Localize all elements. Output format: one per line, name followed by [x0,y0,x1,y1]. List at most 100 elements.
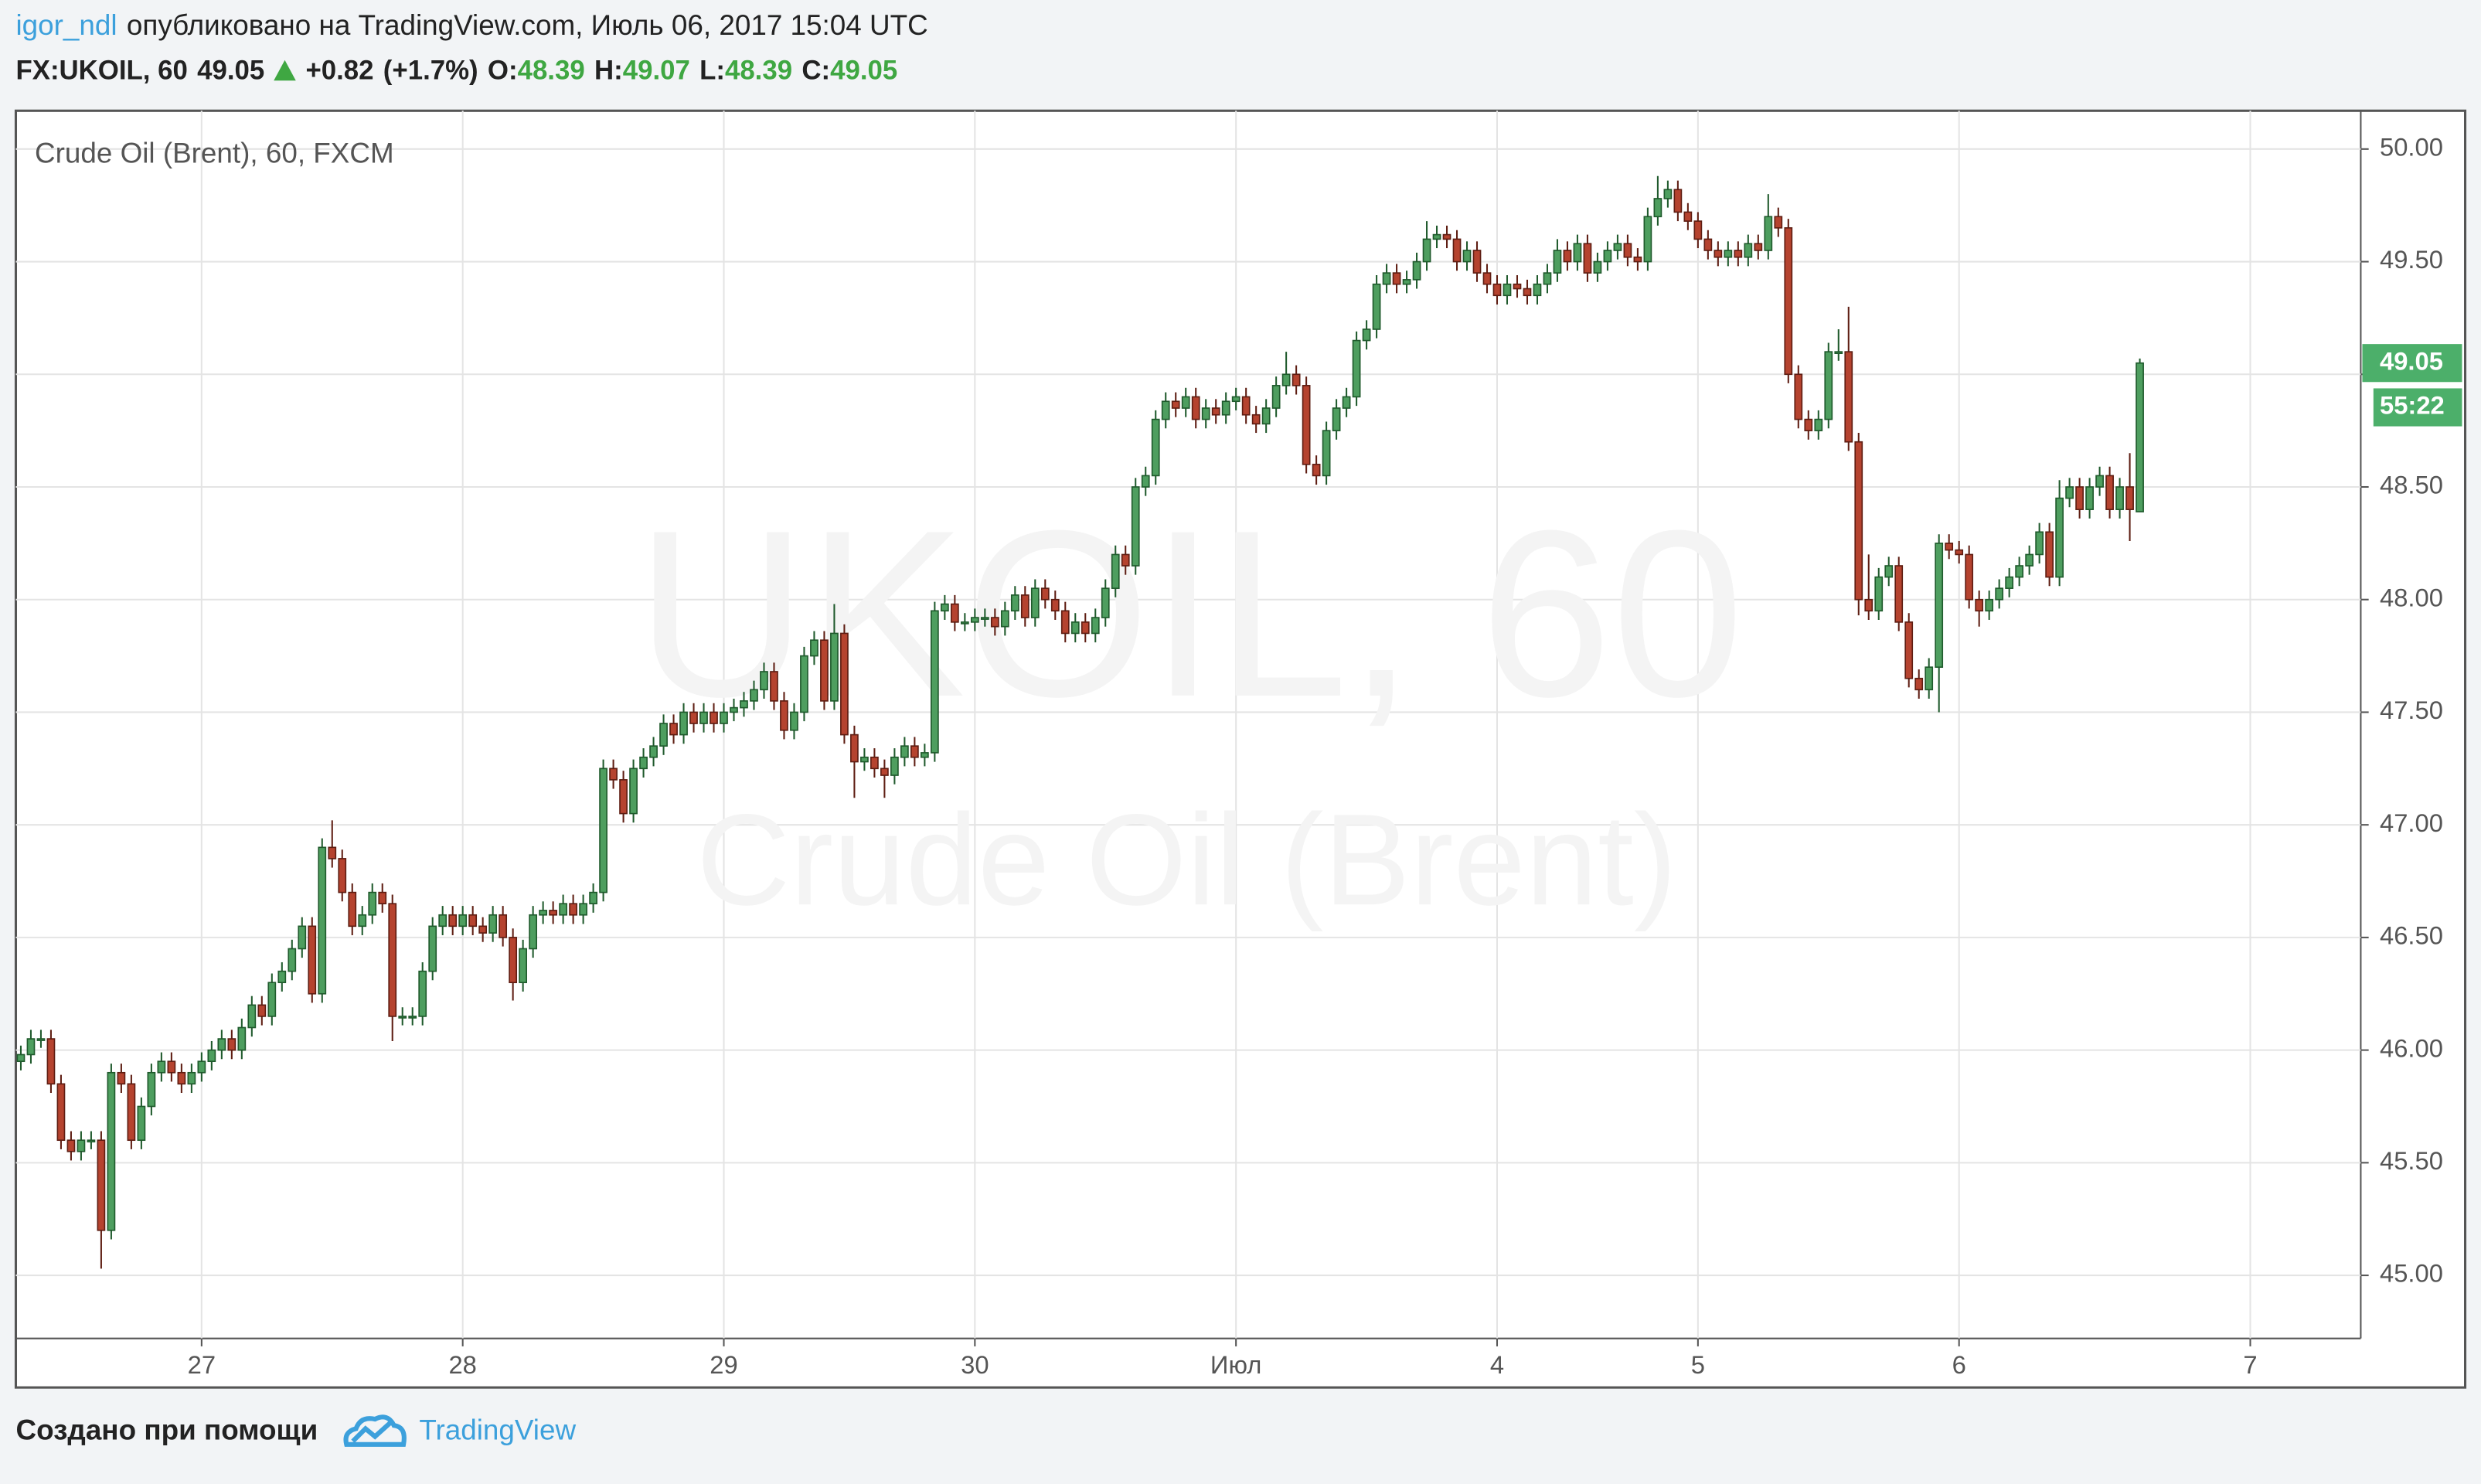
chart-title: Crude Oil (Brent), 60, FXCM [35,137,394,168]
candle-body [26,1038,36,1056]
candle-body [1764,216,1773,251]
candle-body [1663,189,1673,199]
candle-body [458,914,468,928]
candle-body [689,711,698,724]
candle-body [408,1016,417,1019]
candle-body [247,1004,257,1029]
candle-body [1352,339,1361,398]
candle-body [609,768,618,781]
candle-body [1181,396,1190,409]
candle-body [1382,272,1391,285]
username[interactable]: igor_ndl [15,9,117,42]
candle-body [66,1139,76,1152]
brand[interactable]: TradingView [419,1413,577,1445]
candle-body [1422,238,1431,263]
candle-body [579,903,587,916]
candle-body [1392,272,1401,285]
candle-body [288,948,297,972]
candle-body [237,1026,247,1051]
candle-body [1543,272,1552,285]
candle-body [147,1071,156,1108]
candle-body [2045,531,2054,578]
candle-body [1774,216,1783,229]
candle-body [549,910,557,916]
candle-body [1462,250,1472,263]
candle-body [16,1053,26,1063]
symbol: FX:UKOIL, 60 [15,55,188,86]
candle-body [1613,243,1622,251]
candle-body [1131,486,1140,567]
candle-body [438,914,448,928]
candle-body [127,1083,136,1142]
candle-body [167,1060,176,1074]
candle-body [659,723,668,747]
price-badge [2362,344,2462,383]
candle-body [1894,565,1904,623]
price-badge-label: 49.05 [2380,346,2443,375]
countdown-label: 55:22 [2380,391,2445,420]
candle-body [1603,250,1612,263]
candle-body [1081,621,1090,635]
high-value: 49.07 [622,55,690,86]
candle-body [599,768,607,893]
y-tick-label: 46.50 [2380,921,2443,950]
x-tick-label: Июл [1210,1350,1262,1379]
candle-body [639,756,648,770]
brand-logo[interactable] [340,1410,410,1451]
candle-body [1342,396,1351,409]
candle-body [1784,227,1793,376]
candle-body [1874,576,1884,612]
y-tick-label: 46.00 [2380,1033,2443,1062]
candle-body [2075,486,2084,510]
candle-body [1854,441,1863,601]
candle-body [177,1071,186,1085]
candle-body [1945,543,1954,551]
candle-body [1151,418,1160,477]
x-tick-label: 5 [1691,1350,1705,1379]
candle-body [1000,610,1009,628]
candle-body [348,891,357,928]
candle-body [1030,587,1040,618]
candle-body [1975,598,1984,612]
candle-body [117,1071,126,1085]
y-tick-label: 45.50 [2380,1146,2443,1175]
candle-body [1141,475,1150,488]
candle-body [810,639,818,657]
y-tick-label: 47.50 [2380,696,2443,724]
candle-body [990,617,999,628]
candle-body [750,689,758,702]
candle-body [679,711,688,736]
candles [16,175,2144,1269]
candle-body [1241,396,1251,416]
candle-body [448,914,458,928]
candle-body [1653,198,1663,218]
change: +0.82 [305,55,374,86]
candle-body [1292,373,1301,386]
made-with: Создано при помощи [15,1413,318,1445]
candle-body [730,706,738,713]
candle-body [1563,250,1572,263]
high-label: H: [594,55,623,86]
candle-body [1955,549,1964,556]
candle-body [1693,220,1703,240]
candle-body [770,671,778,702]
candle-body [1442,233,1452,240]
candle-body [1643,216,1652,263]
candle-body [1432,233,1441,240]
candle-body [1472,250,1482,274]
candle-body [1111,553,1120,589]
candle-body [2035,531,2044,556]
chart-frame [14,109,2467,1389]
candle-body [378,891,387,905]
candle-body [1633,256,1642,263]
candle-body [900,745,909,758]
candle-body [318,846,327,995]
candle-body [1322,430,1331,477]
candle-body [980,617,989,620]
candle-body [850,733,859,763]
last-price: 49.05 [197,55,265,86]
candle-body [1623,243,1632,258]
candle-body [499,914,508,938]
candle-body [2115,486,2124,510]
candle-body [1925,666,1934,691]
